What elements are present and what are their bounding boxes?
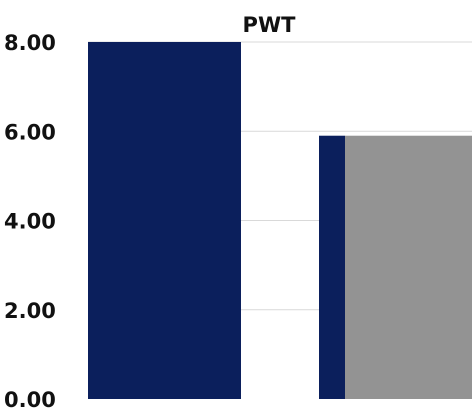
bars: [88, 42, 472, 399]
y-tick-label: 4.00: [4, 210, 56, 234]
y-tick-label: 8.00: [4, 31, 56, 55]
y-axis-ticks: 0.00 2.00 4.00 6.00 8.00: [4, 31, 56, 412]
bar-series-1-group-1: [88, 42, 241, 399]
bar-series-2-group-2: [345, 135, 472, 399]
y-tick-label: 0.00: [4, 388, 56, 410]
chart-title: PWT: [243, 13, 297, 37]
bar-series-1-group-2: [319, 135, 345, 399]
y-tick-label: 6.00: [4, 120, 56, 144]
y-tick-label: 2.00: [4, 299, 56, 323]
